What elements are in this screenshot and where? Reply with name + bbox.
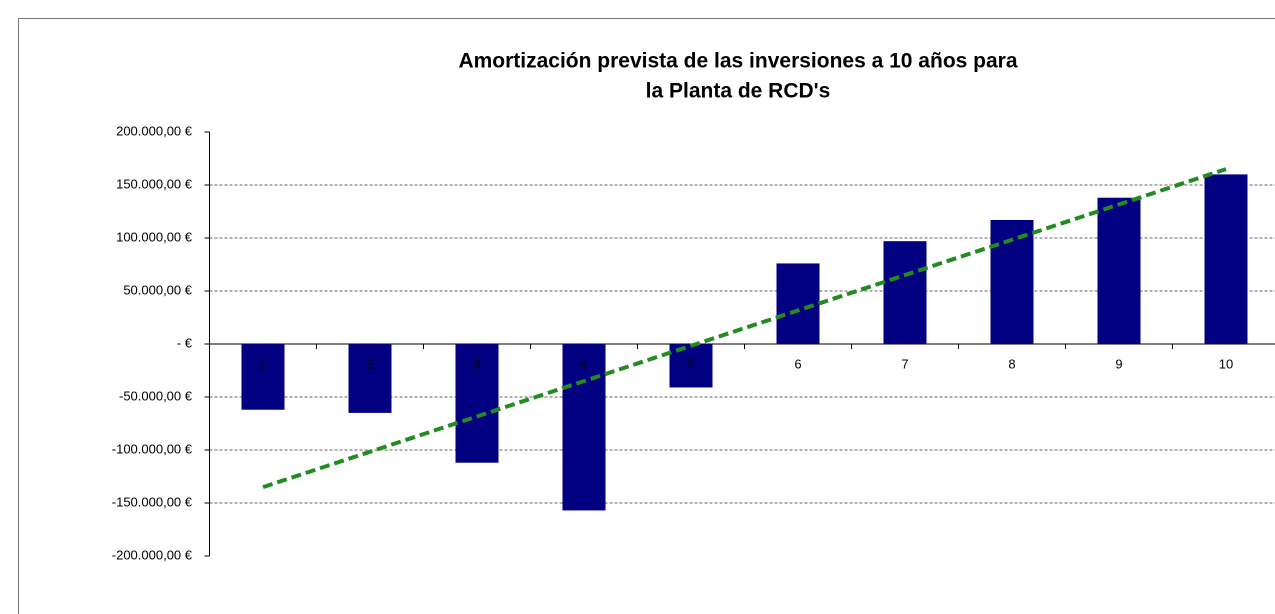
y-tick-label: -100.000,00 € — [112, 441, 193, 456]
bar — [241, 344, 285, 410]
bar — [1097, 197, 1141, 344]
x-tick-label: 2 — [366, 356, 373, 371]
x-tick-label: 1 — [259, 356, 266, 371]
y-tick-label: 50.000,00 € — [123, 282, 192, 297]
y-tick-label: -150.000,00 € — [112, 494, 193, 509]
chart-title: la Planta de RCD's — [646, 80, 831, 103]
bar — [1204, 174, 1248, 344]
y-tick-label: - € — [177, 335, 193, 350]
x-tick-label: 9 — [1115, 356, 1122, 371]
x-tick-label: 5 — [687, 356, 694, 371]
x-tick-label: 8 — [1008, 356, 1015, 371]
chart-title: Amortización prevista de las inversiones… — [458, 50, 1017, 73]
y-tick-label: 150.000,00 € — [116, 176, 193, 191]
x-tick-label: 6 — [794, 356, 801, 371]
trendline — [262, 167, 1227, 489]
x-tick-label: 7 — [901, 356, 908, 371]
y-tick-label: 200.000,00 € — [116, 123, 193, 138]
bar — [348, 344, 392, 413]
x-tick-label: 4 — [580, 356, 587, 371]
bar — [455, 344, 499, 463]
x-tick-label: 10 — [1219, 356, 1233, 371]
y-tick-label: 100.000,00 € — [116, 229, 193, 244]
y-tick-label: -50.000,00 € — [119, 388, 193, 403]
bar — [883, 241, 927, 344]
x-tick-label: 3 — [473, 356, 480, 371]
chart-border — [18, 18, 1275, 614]
bar — [562, 344, 606, 511]
y-tick-label: -200.000,00 € — [112, 547, 193, 562]
